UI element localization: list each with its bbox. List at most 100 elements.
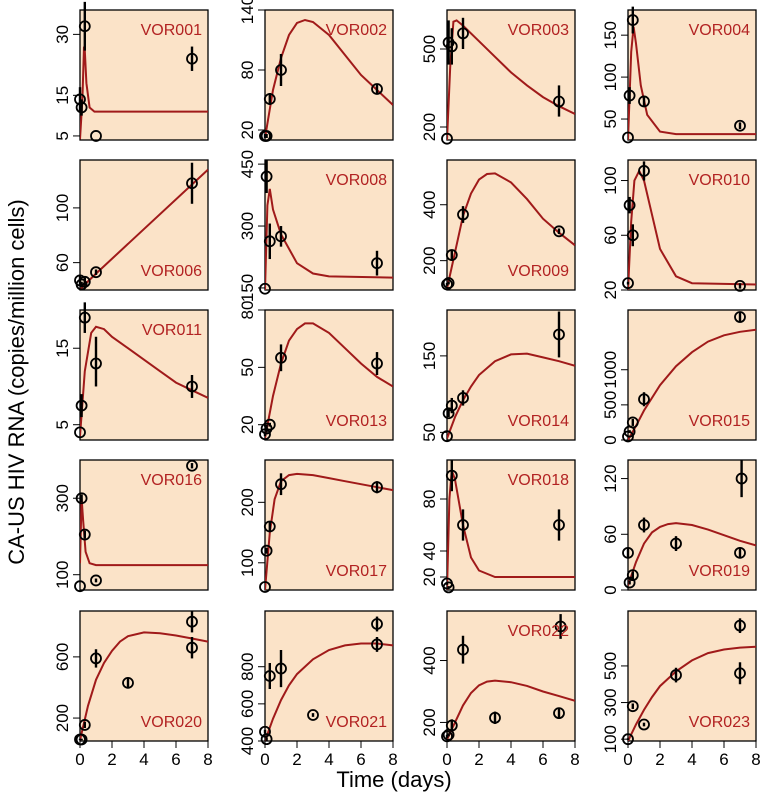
data-point xyxy=(263,235,276,248)
x-tick-label: 2 xyxy=(655,750,664,769)
y-tick-label: 80 xyxy=(238,301,257,320)
data-point xyxy=(90,574,102,587)
model-curve xyxy=(628,522,756,586)
y-tick-label: 450 xyxy=(238,150,257,178)
data-point xyxy=(75,278,88,291)
data-point xyxy=(263,93,276,105)
model-curve xyxy=(628,328,756,440)
data-point xyxy=(90,652,102,665)
data-point xyxy=(638,393,650,406)
x-tick-label: 8 xyxy=(203,750,212,769)
panel-vor004: 50 100 150 VOR004 xyxy=(601,6,757,144)
panel-label: VOR004 xyxy=(689,22,750,39)
data-point xyxy=(554,620,567,633)
y-tick-label: 80 xyxy=(420,490,439,509)
panel-background xyxy=(264,159,394,291)
y-tick-label: 150 xyxy=(238,274,257,302)
data-point xyxy=(626,416,639,429)
data-point xyxy=(78,719,91,731)
y-tick-label: 100 xyxy=(53,194,72,222)
x-tick-label: 2 xyxy=(474,750,483,769)
data-point xyxy=(553,707,565,720)
data-point xyxy=(622,430,634,443)
panel-background xyxy=(627,159,757,291)
y-tick-label: 300 xyxy=(601,688,620,716)
y-tick-label: 400 xyxy=(420,646,439,674)
y-tick-label: 300 xyxy=(238,212,257,240)
data-point xyxy=(626,14,639,26)
panel-label: VOR023 xyxy=(689,714,750,731)
data-point xyxy=(626,229,639,242)
data-point xyxy=(626,700,639,713)
x-tick-label: 4 xyxy=(506,750,515,769)
y-tick-label: 5 xyxy=(53,131,72,140)
data-point xyxy=(553,225,565,238)
panel-vor016: 100 300 VOR016 xyxy=(53,459,209,593)
data-point xyxy=(735,472,748,485)
y-tick-label: 80 xyxy=(238,61,257,80)
data-point xyxy=(307,709,319,721)
panel-vor006: 60 100 VOR006 xyxy=(53,159,209,291)
data-point xyxy=(623,199,636,212)
panel-background xyxy=(446,309,576,441)
data-point xyxy=(275,478,287,491)
model-curve xyxy=(80,631,208,741)
data-point xyxy=(734,119,746,132)
model-curve xyxy=(447,172,575,289)
data-point xyxy=(734,619,746,632)
y-tick-label: 50 xyxy=(420,423,439,442)
data-point xyxy=(734,546,746,559)
data-point xyxy=(275,662,287,675)
y-tick-label: 15 xyxy=(53,86,72,105)
data-point xyxy=(670,537,682,550)
panel-label: VOR016 xyxy=(141,472,202,489)
data-point xyxy=(186,459,198,472)
data-point xyxy=(457,392,469,404)
panel-label: VOR018 xyxy=(508,472,569,489)
panel-background xyxy=(627,309,757,441)
data-point xyxy=(442,407,455,420)
data-point xyxy=(622,546,634,559)
data-point xyxy=(734,311,746,323)
y-tick-label: 100 xyxy=(601,725,620,753)
data-point xyxy=(78,528,91,541)
y-tick-label: 100 xyxy=(238,549,257,577)
data-point xyxy=(623,576,636,589)
x-tick-label: 0 xyxy=(75,750,84,769)
data-point xyxy=(259,428,271,441)
data-point xyxy=(90,266,102,279)
data-point xyxy=(371,357,383,370)
model-curve xyxy=(628,26,756,140)
panel-label: VOR020 xyxy=(141,714,202,731)
model-curve xyxy=(80,46,208,140)
data-point xyxy=(75,101,88,114)
data-point xyxy=(445,469,458,482)
data-point xyxy=(260,544,273,557)
data-point xyxy=(260,422,273,435)
y-tick-label: 60 xyxy=(53,253,72,272)
model-curve xyxy=(265,642,393,741)
panel-vor001: 5 15 30 VOR001 xyxy=(53,1,209,142)
panel-label: VOR011 xyxy=(142,322,202,339)
panel-label: VOR009 xyxy=(508,263,569,280)
panel-background xyxy=(79,459,209,591)
data-point xyxy=(186,380,198,393)
model-curve xyxy=(265,322,393,439)
panel-background xyxy=(627,9,757,141)
figure-x-axis-title: Time (days) xyxy=(336,767,451,792)
data-point xyxy=(78,275,91,288)
y-tick-label: 50 xyxy=(601,110,620,129)
panel-vor019: 0 60 120 VOR019 xyxy=(601,459,757,595)
panel-vor014: 50 150 VOR014 xyxy=(420,309,576,443)
panel-label: VOR021 xyxy=(326,714,387,731)
panel-background xyxy=(264,9,394,141)
data-point xyxy=(553,519,565,531)
y-tick-label: 20 xyxy=(238,415,257,434)
figure-y-axis-title: CA-US HIV RNA (copies/million cells) xyxy=(4,199,29,565)
data-point xyxy=(670,669,682,681)
y-tick-label: 30 xyxy=(53,25,72,44)
data-point xyxy=(371,618,383,630)
panel-vor011: 5 15 VOR011 xyxy=(53,302,209,441)
panel-vor013: 20 50 80 VOR013 xyxy=(238,301,394,441)
